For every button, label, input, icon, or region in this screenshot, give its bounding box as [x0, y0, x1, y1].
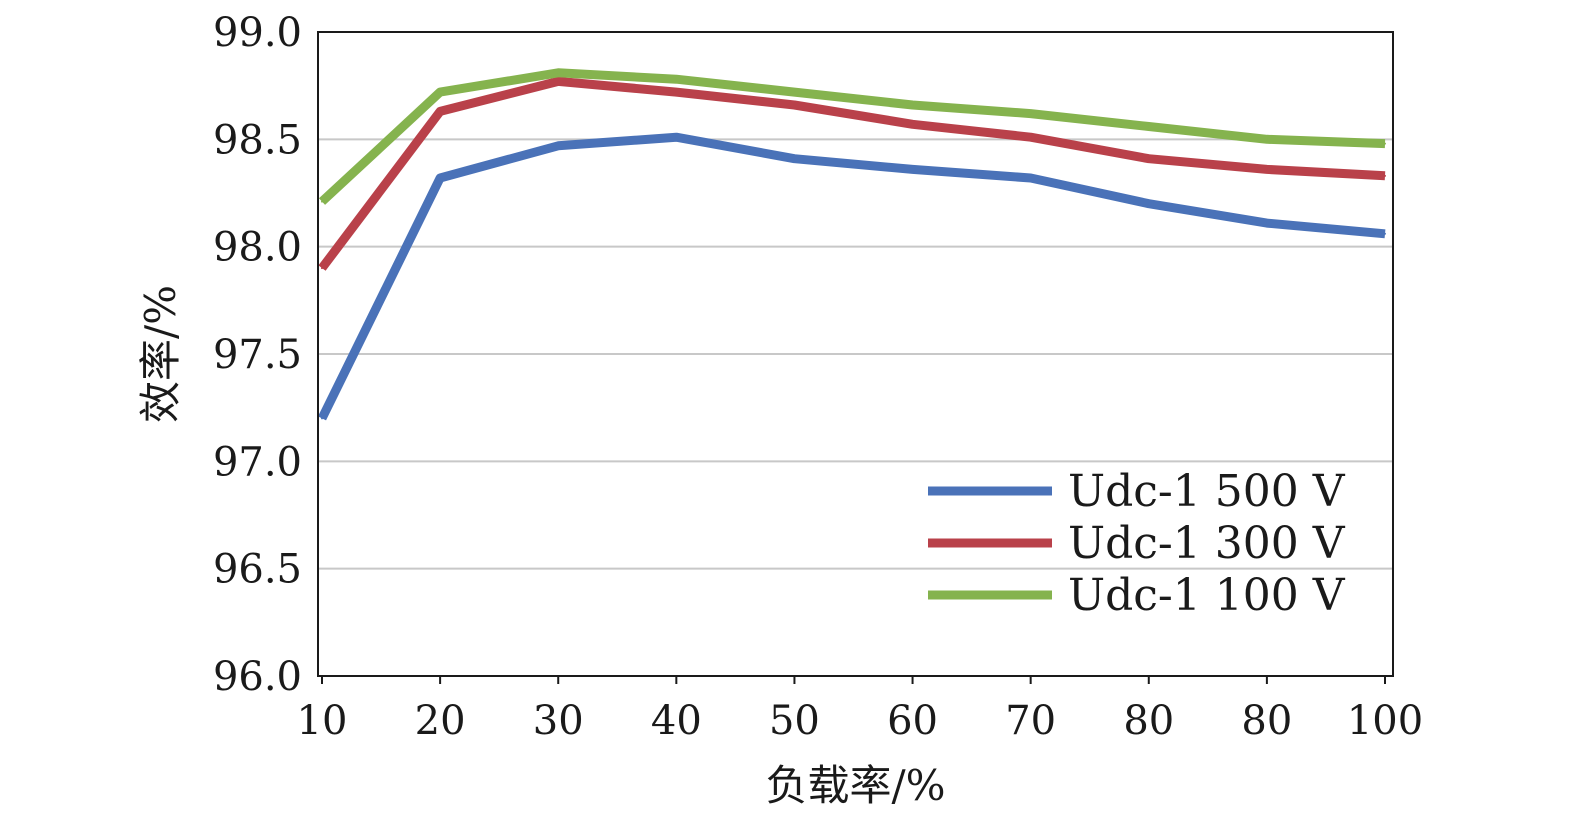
- data-point: [911, 103, 914, 106]
- data-point: [911, 123, 914, 126]
- y-tick-label: 99.0: [213, 10, 302, 56]
- x-tick-labels: 10 20 30 40 50 60 70 80 80 100: [297, 676, 1423, 744]
- data-point: [1147, 202, 1150, 205]
- series-line-1: [318, 76, 1386, 271]
- data-point: [321, 200, 323, 203]
- series-line-2: [318, 68, 1386, 205]
- x-tick-label: 70: [1005, 698, 1056, 744]
- data-point: [1029, 176, 1032, 179]
- data-point: [439, 110, 442, 113]
- data-point: [439, 176, 442, 179]
- y-tick-label: 98.5: [213, 117, 302, 163]
- data-point: [1265, 222, 1268, 225]
- legend-label: Udc-1 100 V: [1068, 570, 1346, 621]
- data-point: [1265, 168, 1268, 171]
- legend-label: Udc-1 500 V: [1068, 466, 1346, 517]
- y-tick-label: 98.0: [213, 225, 302, 271]
- y-axis-title: 效率/%: [136, 285, 185, 423]
- plot-frame: [317, 31, 1394, 677]
- x-tick-label: 60: [887, 698, 938, 744]
- data-point: [321, 417, 323, 420]
- data-point: [1147, 125, 1150, 128]
- y-tick-label: 97.0: [213, 439, 302, 485]
- data-point: [793, 91, 796, 94]
- data-point: [911, 168, 914, 171]
- data-point: [1029, 136, 1032, 139]
- series-lines: [317, 68, 1386, 421]
- x-tick-label: 30: [533, 698, 584, 744]
- x-tick-label: 20: [415, 698, 466, 744]
- data-point: [1147, 157, 1150, 160]
- y-tick-label: 96.0: [213, 654, 302, 700]
- data-point: [675, 136, 678, 139]
- data-point: [557, 71, 560, 74]
- data-point: [675, 78, 678, 81]
- x-tick-label: 50: [769, 698, 820, 744]
- legend-label: Udc-1 300 V: [1068, 518, 1346, 569]
- y-tick-label: 97.5: [213, 332, 302, 378]
- x-tick-label: 80: [1241, 698, 1292, 744]
- data-point: [1384, 232, 1386, 235]
- data-point: [1384, 142, 1386, 145]
- gridlines: [318, 138, 1393, 570]
- data-point: [557, 80, 560, 83]
- y-tick-label: 96.5: [213, 547, 302, 593]
- data-point: [1265, 138, 1268, 141]
- data-point: [793, 157, 796, 160]
- data-point: [1384, 174, 1386, 177]
- x-tick-label: 40: [651, 698, 702, 744]
- data-point: [557, 144, 560, 147]
- data-point: [793, 103, 796, 106]
- data-point: [439, 91, 442, 94]
- x-tick-label: 80: [1123, 698, 1174, 744]
- series-line-0: [317, 132, 1386, 421]
- x-tick-label: 10: [297, 698, 348, 744]
- data-point: [1029, 112, 1032, 115]
- x-axis-title: 负载率/%: [765, 761, 945, 810]
- y-tick-labels: 96.0 96.5 97.0 97.5 98.0 98.5 99.0: [213, 10, 302, 700]
- x-tick-label: 100: [1347, 698, 1423, 744]
- data-point: [675, 91, 678, 94]
- data-point: [321, 267, 323, 270]
